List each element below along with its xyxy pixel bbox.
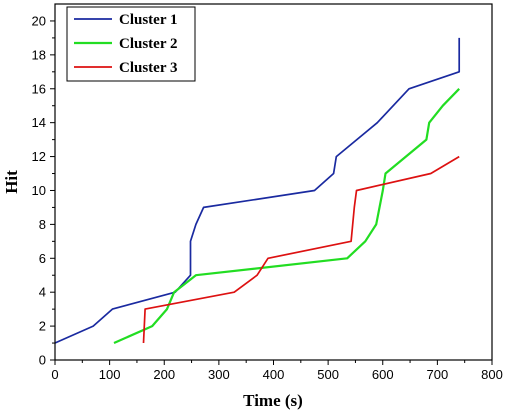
axes: 0 100 200 300 400 500 600 700 800 0 2 4 6 8 10 12 14 16 1… bbox=[2, 3, 503, 410]
x-tick-label: 600 bbox=[372, 367, 394, 382]
x-tick-label: 300 bbox=[208, 367, 230, 382]
y-tick-label: 10 bbox=[32, 183, 46, 198]
series-line-cluster-2 bbox=[113, 88, 460, 345]
x-tick-label: 700 bbox=[427, 367, 449, 382]
y-axis-title: Hit bbox=[2, 170, 21, 194]
legend: Cluster 1 Cluster 2 Cluster 3 bbox=[66, 6, 196, 82]
y-tick-label: 8 bbox=[39, 217, 46, 232]
x-tick-label: 500 bbox=[317, 367, 339, 382]
series-line-cluster-3 bbox=[142, 155, 460, 344]
plot-lines bbox=[54, 37, 461, 345]
y-tick-label: 0 bbox=[39, 353, 46, 368]
legend-label-cluster-3: Cluster 3 bbox=[119, 60, 177, 76]
y-tick-label: 14 bbox=[32, 115, 46, 130]
y-tick-label: 20 bbox=[32, 13, 46, 28]
x-tick-label: 200 bbox=[153, 367, 175, 382]
series-line-cluster-1 bbox=[54, 37, 461, 344]
y-axis-ticks: 0 2 4 6 8 10 12 14 16 18 20 bbox=[32, 13, 55, 368]
x-axis-title: Time (s) bbox=[243, 391, 303, 410]
legend-label-cluster-2: Cluster 2 bbox=[119, 36, 177, 52]
y-tick-label: 6 bbox=[39, 251, 46, 266]
x-tick-label: 400 bbox=[263, 367, 285, 382]
x-tick-label: 0 bbox=[51, 367, 58, 382]
x-tick-label: 800 bbox=[481, 367, 503, 382]
y-tick-label: 16 bbox=[32, 81, 46, 96]
legend-label-cluster-1: Cluster 1 bbox=[119, 12, 177, 28]
y-tick-label: 12 bbox=[32, 149, 46, 164]
y-tick-label: 4 bbox=[39, 285, 46, 300]
y-tick-label: 2 bbox=[39, 319, 46, 334]
x-axis-ticks: 0 100 200 300 400 500 600 700 800 bbox=[51, 360, 503, 382]
y-tick-label: 18 bbox=[32, 47, 46, 62]
x-tick-label: 100 bbox=[99, 367, 121, 382]
